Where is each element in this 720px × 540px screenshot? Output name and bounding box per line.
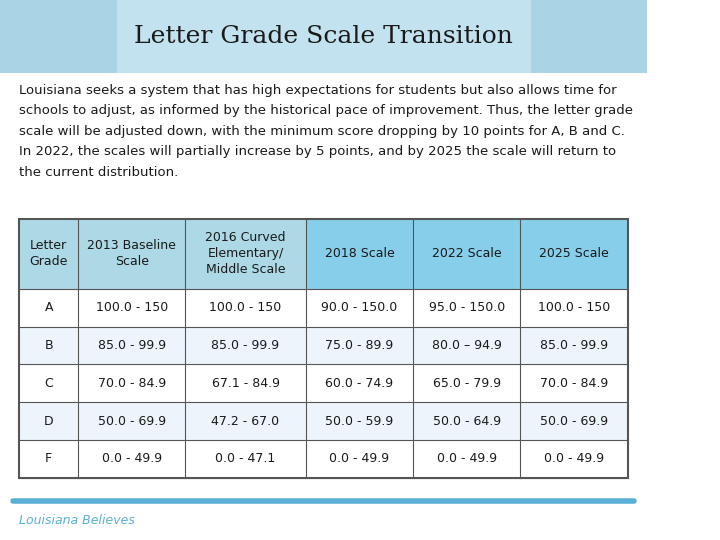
Bar (19, 219, 628, 478)
Text: In 2022, the scales will partially increase by 5 points, and by 2025 the scale w: In 2022, the scales will partially incre… (19, 145, 616, 158)
Bar (306, 402, 413, 440)
Bar (413, 289, 521, 327)
Bar (19, 402, 78, 440)
Bar (413, 402, 521, 440)
Text: 50.0 - 69.9: 50.0 - 69.9 (98, 415, 166, 428)
Text: 100.0 - 150: 100.0 - 150 (538, 301, 611, 314)
Text: 60.0 - 74.9: 60.0 - 74.9 (325, 377, 394, 390)
Text: A: A (45, 301, 53, 314)
Bar (78, 402, 185, 440)
Bar (78, 364, 185, 402)
Bar (306, 289, 413, 327)
Bar (19, 289, 78, 327)
Bar (185, 364, 306, 402)
Bar (117, 0, 531, 73)
Bar (19, 219, 78, 289)
Bar (521, 402, 628, 440)
Text: 0.0 - 49.9: 0.0 - 49.9 (102, 453, 162, 465)
Bar (413, 327, 521, 364)
Bar (306, 219, 413, 289)
Text: C: C (45, 377, 53, 390)
Text: 67.1 - 84.9: 67.1 - 84.9 (212, 377, 279, 390)
Text: B: B (45, 339, 53, 352)
Bar (521, 364, 628, 402)
Bar (185, 440, 306, 478)
Text: 90.0 - 150.0: 90.0 - 150.0 (321, 301, 397, 314)
Text: 47.2 - 67.0: 47.2 - 67.0 (212, 415, 279, 428)
Text: 100.0 - 150: 100.0 - 150 (210, 301, 282, 314)
Text: 2013 Baseline
Scale: 2013 Baseline Scale (87, 239, 176, 268)
Text: Letter
Grade: Letter Grade (30, 239, 68, 268)
Text: 70.0 - 84.9: 70.0 - 84.9 (97, 377, 166, 390)
Text: 0.0 - 47.1: 0.0 - 47.1 (215, 453, 276, 465)
Text: scale will be adjusted down, with the minimum score dropping by 10 points for A,: scale will be adjusted down, with the mi… (19, 125, 625, 138)
Text: 75.0 - 89.9: 75.0 - 89.9 (325, 339, 394, 352)
Text: 95.0 - 150.0: 95.0 - 150.0 (428, 301, 505, 314)
Text: 0.0 - 49.9: 0.0 - 49.9 (329, 453, 390, 465)
Bar (0, 0, 647, 73)
Text: 100.0 - 150: 100.0 - 150 (96, 301, 168, 314)
Text: Letter Grade Scale Transition: Letter Grade Scale Transition (134, 25, 513, 48)
Bar (78, 440, 185, 478)
Text: 2025 Scale: 2025 Scale (539, 247, 609, 260)
Text: D: D (44, 415, 53, 428)
Bar (306, 327, 413, 364)
Bar (19, 327, 78, 364)
Text: 50.0 - 64.9: 50.0 - 64.9 (433, 415, 501, 428)
Bar (521, 440, 628, 478)
Bar (19, 364, 78, 402)
Bar (306, 440, 413, 478)
Text: 65.0 - 79.9: 65.0 - 79.9 (433, 377, 501, 390)
Text: 85.0 - 99.9: 85.0 - 99.9 (98, 339, 166, 352)
Bar (19, 440, 78, 478)
Text: 85.0 - 99.9: 85.0 - 99.9 (540, 339, 608, 352)
Text: 0.0 - 49.9: 0.0 - 49.9 (544, 453, 604, 465)
Text: Louisiana seeks a system that has high expectations for students but also allows: Louisiana seeks a system that has high e… (19, 84, 617, 97)
Text: 0.0 - 49.9: 0.0 - 49.9 (437, 453, 497, 465)
Bar (521, 219, 628, 289)
Text: 50.0 - 69.9: 50.0 - 69.9 (540, 415, 608, 428)
Bar (521, 327, 628, 364)
Bar (185, 219, 306, 289)
Text: 80.0 – 94.9: 80.0 – 94.9 (432, 339, 502, 352)
Text: 50.0 - 59.9: 50.0 - 59.9 (325, 415, 394, 428)
Text: 70.0 - 84.9: 70.0 - 84.9 (540, 377, 608, 390)
Bar (185, 289, 306, 327)
Text: F: F (45, 453, 53, 465)
Bar (413, 364, 521, 402)
Text: 85.0 - 99.9: 85.0 - 99.9 (212, 339, 279, 352)
Bar (78, 289, 185, 327)
Text: 2022 Scale: 2022 Scale (432, 247, 502, 260)
Text: 2018 Scale: 2018 Scale (325, 247, 395, 260)
Bar (78, 327, 185, 364)
Bar (185, 402, 306, 440)
Bar (306, 364, 413, 402)
Bar (78, 219, 185, 289)
Bar (413, 219, 521, 289)
Text: Louisiana Believes: Louisiana Believes (19, 514, 135, 526)
Text: the current distribution.: the current distribution. (19, 166, 179, 179)
Bar (185, 327, 306, 364)
Bar (521, 289, 628, 327)
Bar (413, 440, 521, 478)
Text: schools to adjust, as informed by the historical pace of improvement. Thus, the : schools to adjust, as informed by the hi… (19, 104, 634, 117)
Text: 2016 Curved
Elementary/
Middle Scale: 2016 Curved Elementary/ Middle Scale (205, 231, 286, 276)
